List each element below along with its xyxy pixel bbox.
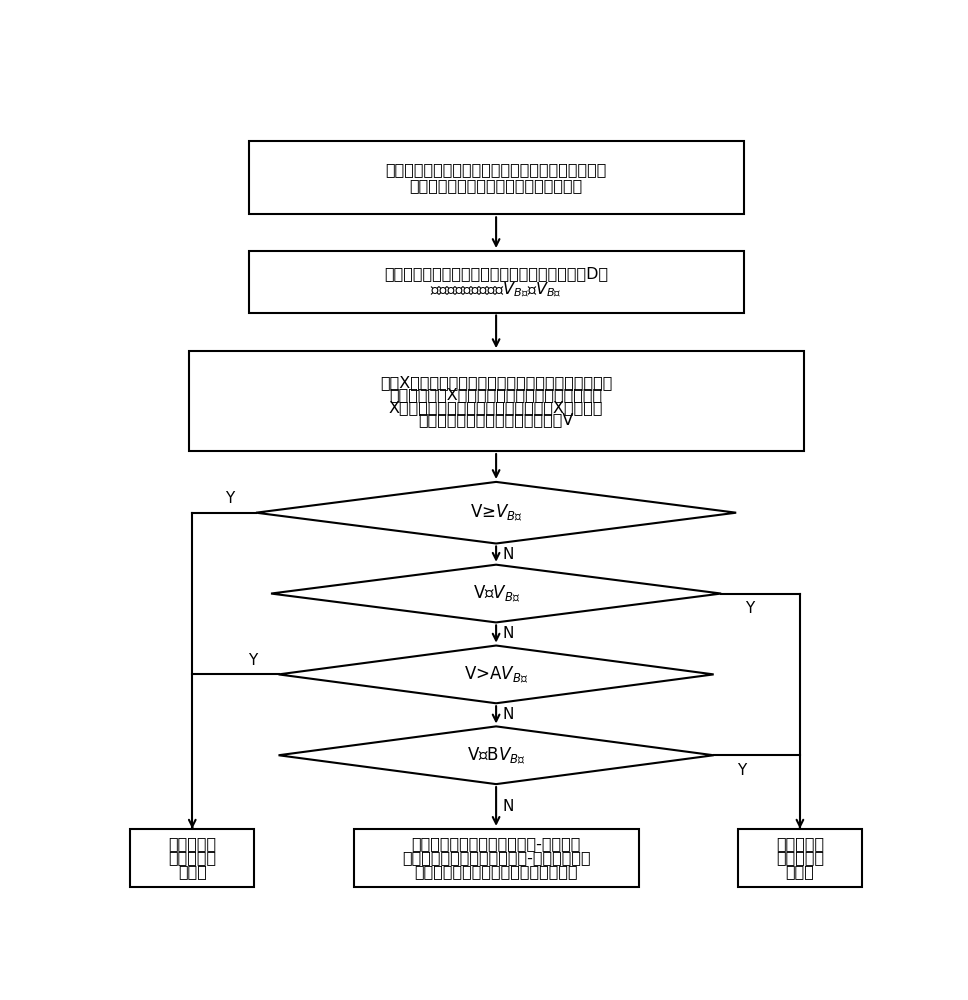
- Text: 质为铜: 质为铜: [785, 864, 814, 879]
- Polygon shape: [279, 646, 713, 703]
- Text: Y: Y: [248, 653, 257, 668]
- Text: 压器绕组材: 压器绕组材: [168, 850, 216, 865]
- Text: 定检测点发射X射线，并通过射线剂量探测仪检测: 定检测点发射X射线，并通过射线剂量探测仪检测: [389, 387, 603, 402]
- Text: V＜$V_{B铝}$: V＜$V_{B铝}$: [472, 583, 520, 604]
- Text: 确定被测干式变压器的外层高压绕组的金属厚度D，: 确定被测干式变压器的外层高压绕组的金属厚度D，: [384, 266, 608, 282]
- Text: Y: Y: [745, 601, 754, 616]
- Bar: [131, 829, 255, 887]
- Text: 压器绕组材: 压器绕组材: [776, 850, 824, 865]
- Text: N: N: [502, 626, 514, 641]
- Bar: [189, 351, 803, 451]
- Text: 代入关系曲线，计算$V_{B铜}$、$V_{B铝}$: 代入关系曲线，计算$V_{B铜}$、$V_{B铝}$: [431, 280, 561, 299]
- Text: Y: Y: [226, 491, 234, 506]
- Bar: [249, 141, 743, 214]
- Polygon shape: [279, 726, 713, 784]
- Text: 激发管电压，得到实测过饱和电压V: 激发管电压，得到实测过饱和电压V: [418, 412, 574, 427]
- Text: N: N: [502, 707, 514, 722]
- Text: N: N: [502, 799, 514, 814]
- Bar: [738, 829, 862, 887]
- Text: X射线，记录射线剂量探测仪过饱和时X射线机的: X射线，记录射线剂量探测仪过饱和时X射线机的: [389, 400, 603, 415]
- Text: 质为铜: 质为铜: [178, 864, 207, 879]
- Text: 判定干式变压器绕组材质为铜-铝复合，: 判定干式变压器绕组材质为铜-铝复合，: [411, 836, 581, 851]
- Text: V≥$V_{B铜}$: V≥$V_{B铜}$: [469, 502, 523, 523]
- Text: Y: Y: [738, 763, 746, 778]
- Bar: [249, 251, 743, 312]
- Text: 通过X射线机从被测干式变压器的外层高压绕组外侧指: 通过X射线机从被测干式变压器的外层高压绕组外侧指: [379, 375, 613, 390]
- Text: 分别确定铜材质的厚度和铝材质的厚度: 分别确定铜材质的厚度和铝材质的厚度: [414, 864, 578, 879]
- Polygon shape: [256, 482, 737, 544]
- Polygon shape: [271, 565, 721, 622]
- Bar: [353, 829, 639, 887]
- Text: 预先确定铜材质厚度和过饱和电压之间的关系曲线、: 预先确定铜材质厚度和过饱和电压之间的关系曲线、: [385, 163, 607, 178]
- Text: 根据预设的铜铝复合绕组厚度-过饱和电压表: 根据预设的铜铝复合绕组厚度-过饱和电压表: [402, 850, 590, 865]
- Text: 判定干式变: 判定干式变: [168, 836, 216, 851]
- Text: V＜B$V_{B铝}$: V＜B$V_{B铝}$: [467, 745, 526, 766]
- Text: V>A$V_{B铜}$: V>A$V_{B铜}$: [464, 664, 529, 685]
- Text: N: N: [502, 547, 514, 562]
- Text: 判定干式变: 判定干式变: [776, 836, 824, 851]
- Text: 铝材质厚度和过饱和电压之间的关系曲线: 铝材质厚度和过饱和电压之间的关系曲线: [409, 178, 583, 193]
